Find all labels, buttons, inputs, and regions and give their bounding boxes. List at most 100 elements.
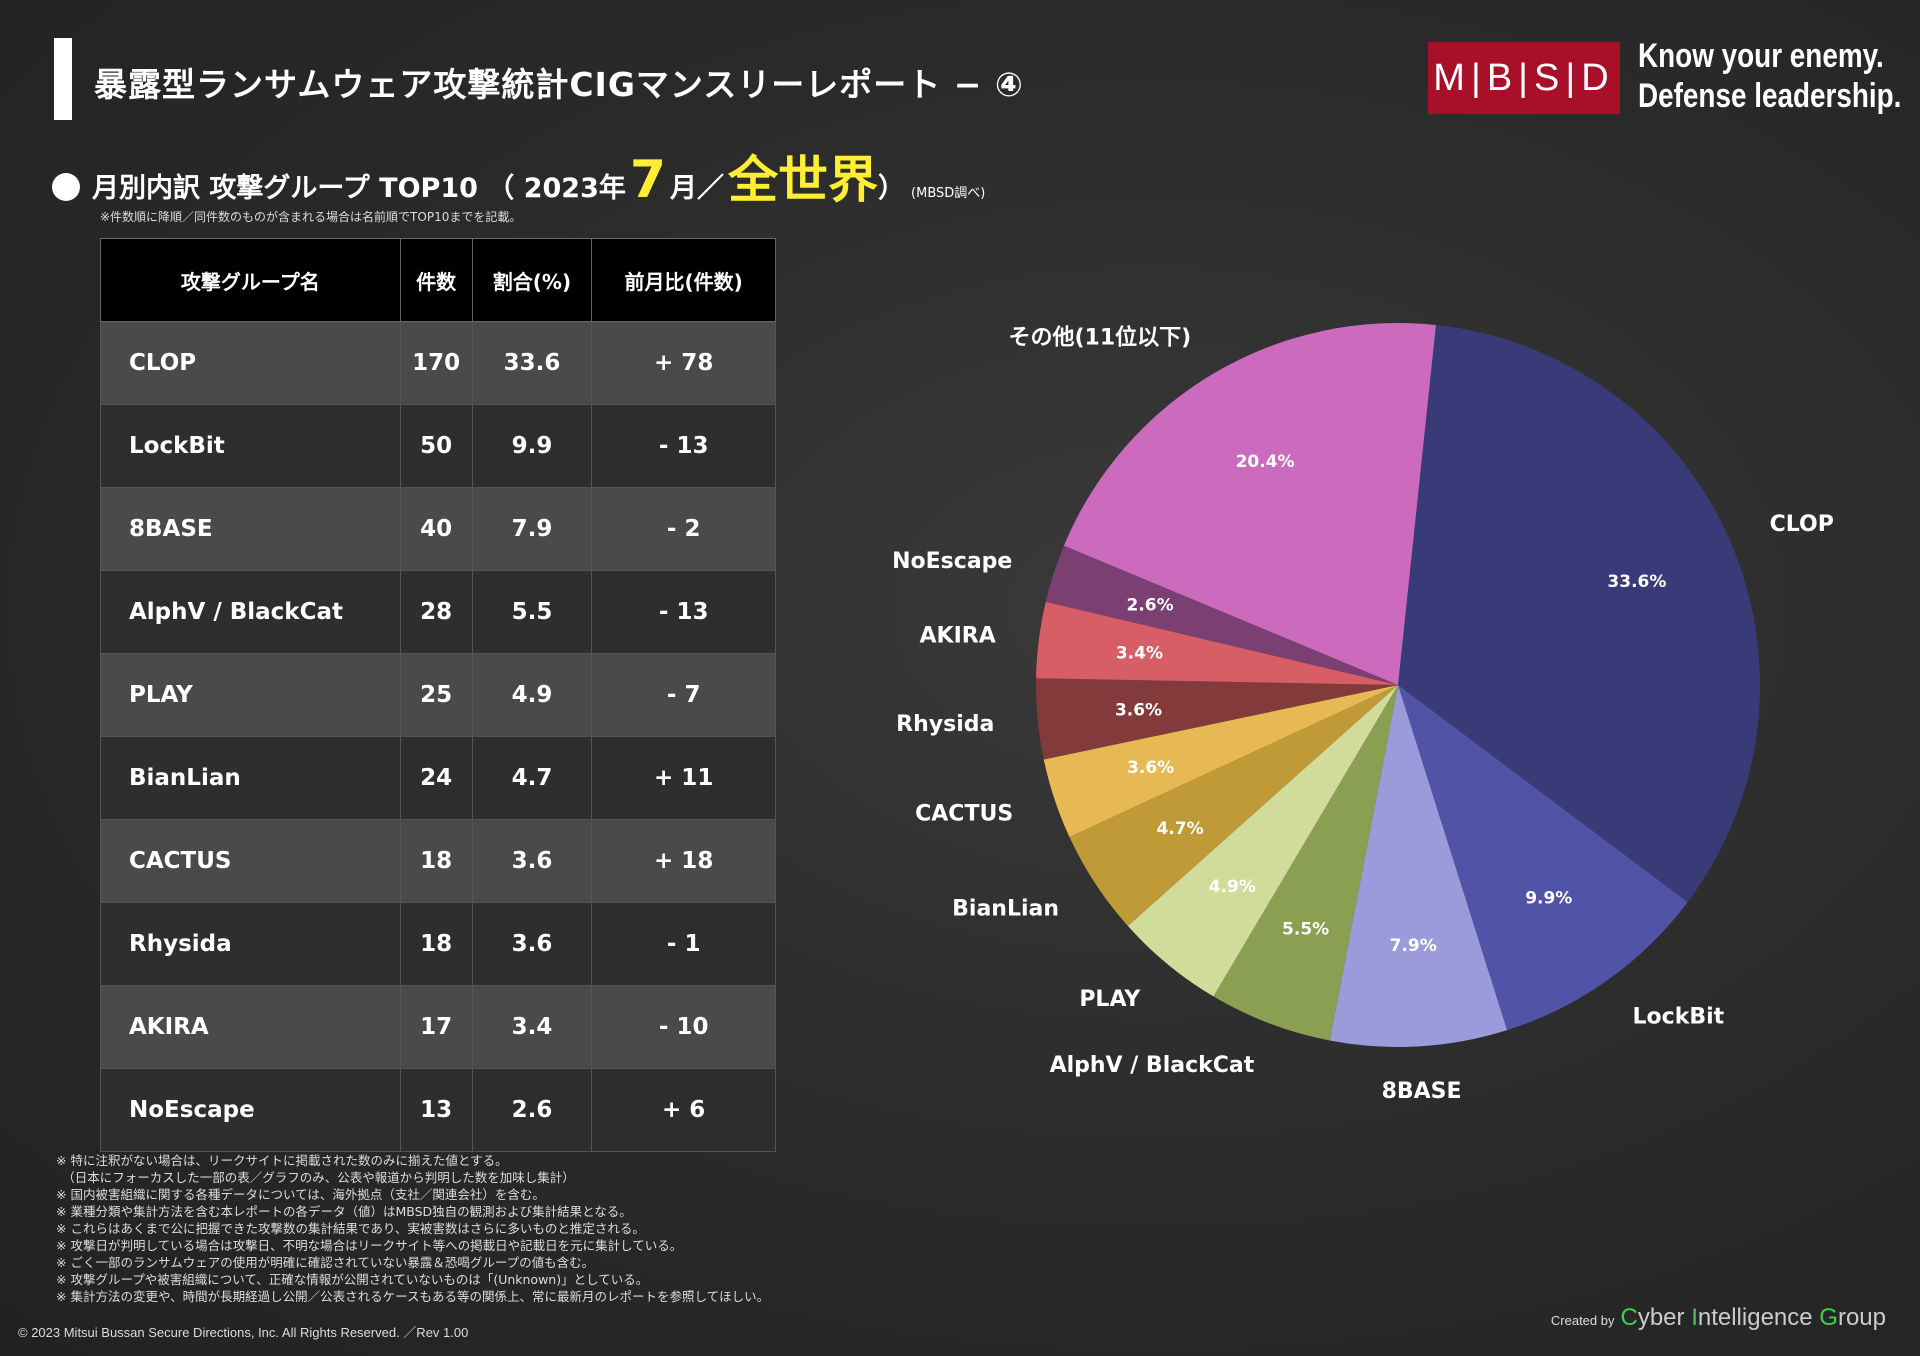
pie-slice-bianlian (1069, 685, 1398, 926)
slice-value-label: 2.6% (1127, 596, 1174, 616)
cell-count: 17 (399, 985, 473, 1069)
copyright: © 2023 Mitsui Bussan Secure Directions, … (18, 1325, 469, 1340)
cig-logo-text: Cyber Intelligence Group (1620, 1304, 1886, 1331)
cell-name: LockBit (100, 404, 401, 488)
footnote: ※ 特に注釈がない場合は、リークサイトに掲載された数のみに揃えた値とする。 (56, 1153, 508, 1168)
cell-pct: 5.5 (471, 570, 593, 654)
cell-change: - 1 (591, 902, 776, 986)
table-row: LockBit 50 9.9- 13 (100, 404, 776, 488)
pie-slice-lockbit (1398, 685, 1688, 1031)
page-title: 暴露型ランサムウェア攻撃統計CIGマンスリーレポート − ④ (94, 65, 1024, 104)
slice-category-label: AKIRA (920, 623, 996, 648)
cell-name: CLOP (100, 321, 401, 405)
cell-count: 18 (399, 819, 473, 903)
table-row: 8BASE 40 7.9- 2 (100, 487, 776, 571)
header-count: 件数 (399, 238, 473, 322)
mbsd-logo: M|B|S|D (1428, 42, 1620, 114)
footnotes: ※ 特に注釈がない場合は、リークサイトに掲載された数のみに揃えた値とする。 （日… (56, 1152, 769, 1305)
cell-pct: 9.9 (471, 404, 593, 488)
footnote: ※ 集計方法の変更や、時間が長期経過し公開／公表されるケースもある等の関係上、常… (56, 1289, 770, 1304)
cell-count: 25 (399, 653, 473, 737)
slice-value-label: 4.9% (1209, 877, 1256, 897)
subtitle-close: ） (878, 173, 906, 204)
cell-pct: 4.9 (471, 653, 593, 737)
cig-text-1: yber (1637, 1304, 1692, 1331)
slice-category-label: LockBit (1633, 1005, 1725, 1030)
slice-category-label: NoEscape (892, 549, 1012, 574)
footnote: ※ 攻撃日が判明している場合は攻撃日、不明な場合はリークサイト等への掲載日や記載… (56, 1238, 683, 1253)
table-row: NoEscape 13 2.6 + 6 (100, 1068, 776, 1152)
cell-pct: 33.6 (471, 321, 593, 405)
cell-change: + 18 (591, 819, 776, 903)
cell-name: NoEscape (100, 1068, 401, 1152)
pie-slice-alphv-blackcat (1213, 685, 1398, 1041)
cell-count: 13 (399, 1068, 473, 1152)
created-by: Created by Cyber Intelligence Group (1551, 1304, 1886, 1332)
cell-change: + 78 (591, 321, 776, 405)
cell-name: 8BASE (100, 487, 401, 571)
slice-value-label: 3.6% (1127, 758, 1174, 778)
slice-value-label: 9.9% (1525, 889, 1572, 909)
cig-letter-g: G (1819, 1304, 1838, 1331)
cell-count: 50 (399, 404, 473, 488)
footnote: ※ ごく一部のランサムウェアの使用が明確に確認されていない暴露＆恐喝グループの値… (56, 1255, 595, 1270)
slice-category-label: PLAY (1079, 987, 1141, 1012)
slice-value-label: 3.6% (1115, 701, 1162, 721)
cig-text-3: roup (1837, 1304, 1886, 1331)
subtitle-region: 全世界 (728, 151, 879, 209)
cell-name: BianLian (100, 736, 401, 820)
slice-category-label: その他(11位以下) (1008, 324, 1191, 350)
cell-count: 24 (399, 736, 473, 820)
table-header-row: 攻撃グループ名 件数 割合(%) 前月比(件数) (100, 238, 776, 322)
header-pct: 割合(%) (471, 238, 593, 322)
cell-change: + 11 (591, 736, 776, 820)
header-change: 前月比(件数) (591, 238, 776, 322)
table-row: AlphV / BlackCat 28 5.5- 13 (100, 570, 776, 654)
subtitle-month: 7 (629, 150, 667, 210)
cig-letter-i: I (1691, 1304, 1698, 1331)
cell-name: Rhysida (100, 902, 401, 986)
cell-pct: 3.6 (471, 819, 593, 903)
footnote: （日本にフォーカスした一部の表／グラフのみ、公表や報道から判明した数を加味し集計… (56, 1170, 575, 1185)
pie-slice-play (1127, 685, 1398, 997)
table-row: CLOP 170 33.6 + 78 (100, 321, 776, 405)
slice-value-label: 7.9% (1390, 936, 1437, 956)
slice-value-label: 33.6% (1607, 572, 1666, 592)
subtitle-month-suffix: 月／ (670, 173, 725, 204)
pie-slice-noescape (1045, 545, 1398, 685)
pie-slice-rhysida (1036, 678, 1398, 760)
cell-change: + 6 (591, 1068, 776, 1152)
slice-category-label: 8BASE (1382, 1079, 1462, 1104)
cell-change: - 7 (591, 653, 776, 737)
slice-category-label: AlphV / BlackCat (1050, 1053, 1255, 1078)
cell-pct: 2.6 (471, 1068, 593, 1152)
cell-change: - 13 (591, 570, 776, 654)
table-row: CACTUS 18 3.6 + 18 (100, 819, 776, 903)
subtitle-source: (MBSD調べ) (911, 186, 986, 201)
bullet-icon (52, 173, 80, 201)
table-row: Rhysida 18 3.6- 1 (100, 902, 776, 986)
cell-name: AlphV / BlackCat (100, 570, 401, 654)
table-row: PLAY 25 4.9- 7 (100, 653, 776, 737)
cell-change: - 2 (591, 487, 776, 571)
footnote: ※ 攻撃グループや被害組織について、正確な情報が公開されていないものは「(Unk… (56, 1272, 649, 1287)
footnote: ※ これらはあくまで公に把握できた攻撃数の集計結果であり、実被害数はさらに多いも… (56, 1221, 645, 1236)
title-accent-bar (54, 38, 72, 120)
cell-pct: 3.4 (471, 985, 593, 1069)
cell-count: 18 (399, 902, 473, 986)
cell-count: 40 (399, 487, 473, 571)
slice-value-label: 3.4% (1116, 643, 1163, 663)
cell-change: - 10 (591, 985, 776, 1069)
pie-slice-cactus (1043, 685, 1398, 837)
slice-value-label: 4.7% (1157, 819, 1204, 839)
table-row: BianLian 24 4.7 + 11 (100, 736, 776, 820)
slice-value-label: 5.5% (1282, 920, 1329, 940)
footnote: ※ 国内被害組織に関する各種データについては、海外拠点（支社／関連会社）を含む。 (56, 1187, 545, 1202)
footnote: ※ 業種分類や集計方法を含む本レポートの各データ（値）はMBSD独自の観測および… (56, 1204, 632, 1219)
header-group-name: 攻撃グループ名 (100, 238, 401, 322)
cig-text-2: ntelligence (1697, 1304, 1820, 1331)
cell-pct: 3.6 (471, 902, 593, 986)
section-subtitle: 月別内訳 攻撃グループ TOP10 （ 2023年 7 月／ 全世界 ） (MB… (52, 140, 985, 212)
cell-name: CACTUS (100, 819, 401, 903)
